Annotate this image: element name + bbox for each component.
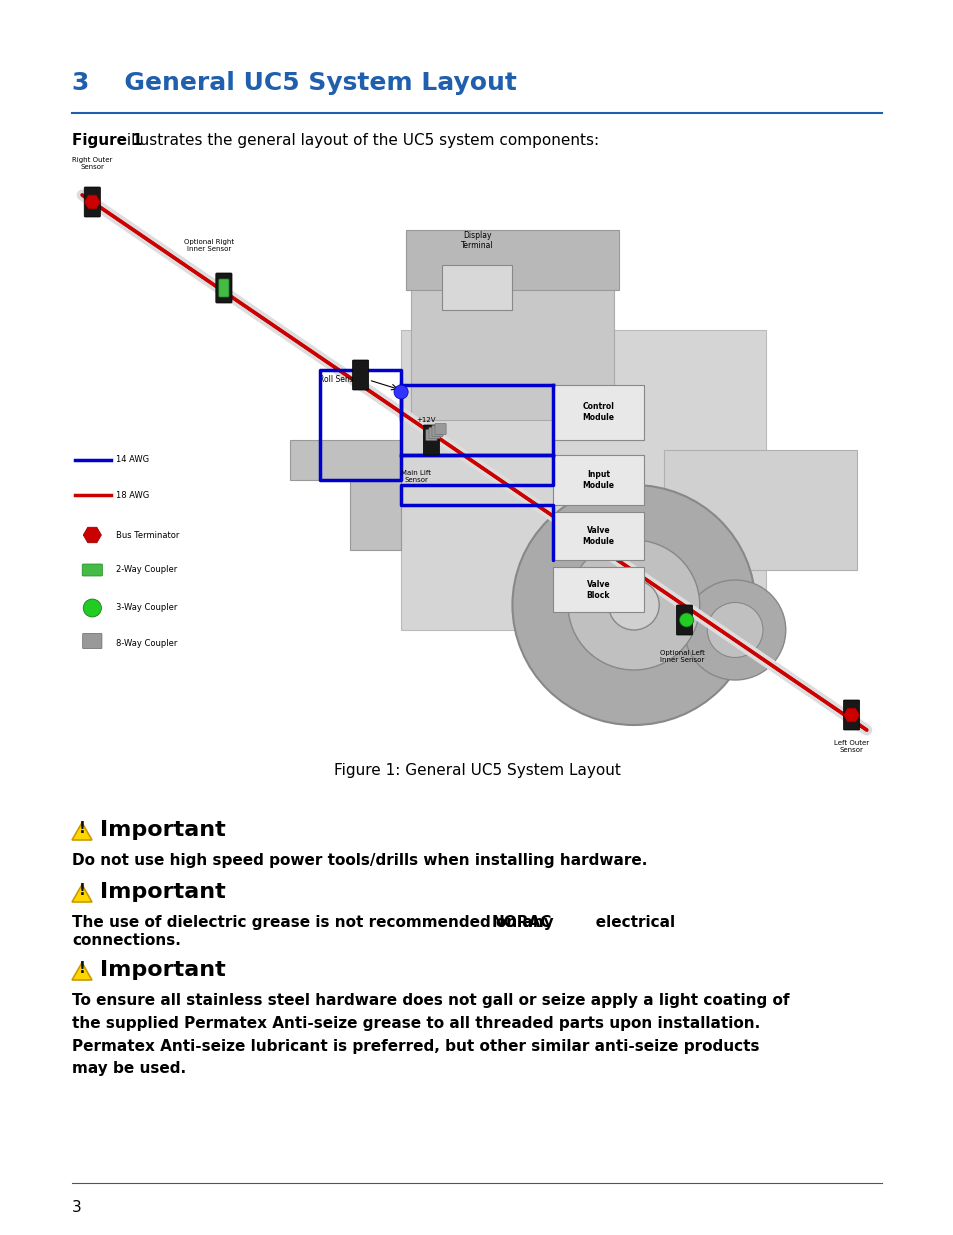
Text: 8-Way Coupler: 8-Way Coupler bbox=[115, 638, 177, 647]
Text: Main Lift
Sensor: Main Lift Sensor bbox=[401, 471, 431, 483]
FancyBboxPatch shape bbox=[553, 567, 643, 613]
Polygon shape bbox=[71, 962, 91, 981]
Ellipse shape bbox=[512, 485, 755, 725]
Polygon shape bbox=[842, 708, 859, 722]
FancyBboxPatch shape bbox=[215, 273, 232, 303]
FancyBboxPatch shape bbox=[553, 513, 643, 559]
Text: 3    General UC5 System Layout: 3 General UC5 System Layout bbox=[71, 70, 517, 95]
Text: Valve
Module: Valve Module bbox=[582, 526, 614, 546]
FancyBboxPatch shape bbox=[432, 426, 442, 436]
FancyBboxPatch shape bbox=[400, 330, 764, 630]
FancyBboxPatch shape bbox=[83, 634, 102, 648]
Text: Do not use high speed power tools/drills when installing hardware.: Do not use high speed power tools/drills… bbox=[71, 853, 647, 868]
FancyBboxPatch shape bbox=[406, 230, 618, 290]
Text: !: ! bbox=[78, 821, 86, 836]
Text: NORAC: NORAC bbox=[492, 915, 552, 930]
FancyBboxPatch shape bbox=[429, 427, 439, 438]
Ellipse shape bbox=[394, 385, 408, 399]
Text: Control
Module: Control Module bbox=[582, 403, 614, 421]
Text: !: ! bbox=[78, 883, 86, 898]
Polygon shape bbox=[290, 440, 400, 550]
Text: 3: 3 bbox=[71, 1200, 82, 1215]
FancyBboxPatch shape bbox=[84, 186, 100, 217]
Text: 3-Way Coupler: 3-Way Coupler bbox=[115, 604, 177, 613]
Text: The use of dielectric grease is not recommended on any        electrical: The use of dielectric grease is not reco… bbox=[71, 915, 675, 930]
Ellipse shape bbox=[679, 613, 693, 627]
FancyBboxPatch shape bbox=[553, 385, 643, 440]
Ellipse shape bbox=[83, 599, 101, 618]
FancyBboxPatch shape bbox=[441, 266, 512, 310]
FancyBboxPatch shape bbox=[218, 279, 229, 296]
Text: Optional Left
Inner Sensor: Optional Left Inner Sensor bbox=[659, 650, 704, 663]
Text: 18 AWG: 18 AWG bbox=[115, 490, 149, 499]
Text: Optional Right
Inner Sensor: Optional Right Inner Sensor bbox=[184, 240, 233, 252]
Text: 2-Way Coupler: 2-Way Coupler bbox=[115, 566, 176, 574]
Text: Roll Sensors: Roll Sensors bbox=[318, 375, 365, 384]
FancyBboxPatch shape bbox=[842, 700, 859, 730]
Polygon shape bbox=[83, 527, 101, 543]
FancyBboxPatch shape bbox=[553, 454, 643, 505]
Ellipse shape bbox=[706, 603, 762, 657]
Text: 14 AWG: 14 AWG bbox=[115, 456, 149, 464]
Text: Valve
Block: Valve Block bbox=[586, 580, 610, 600]
FancyBboxPatch shape bbox=[352, 359, 368, 390]
Text: connections.: connections. bbox=[71, 932, 181, 948]
Text: +12V: +12V bbox=[416, 417, 436, 424]
Text: !: ! bbox=[78, 961, 86, 976]
Ellipse shape bbox=[684, 580, 785, 680]
Text: Important: Important bbox=[100, 960, 226, 981]
FancyBboxPatch shape bbox=[435, 424, 446, 435]
FancyBboxPatch shape bbox=[425, 430, 436, 441]
Text: Right Outer
Sensor: Right Outer Sensor bbox=[72, 157, 112, 170]
Ellipse shape bbox=[608, 580, 659, 630]
Text: Display
Terminal: Display Terminal bbox=[460, 231, 493, 249]
Text: Important: Important bbox=[100, 820, 226, 840]
Polygon shape bbox=[71, 823, 91, 840]
Text: Input
Module: Input Module bbox=[582, 471, 614, 490]
Polygon shape bbox=[84, 195, 100, 209]
FancyBboxPatch shape bbox=[82, 564, 102, 576]
FancyBboxPatch shape bbox=[676, 605, 692, 635]
Polygon shape bbox=[71, 884, 91, 902]
Text: Figure 1: General UC5 System Layout: Figure 1: General UC5 System Layout bbox=[334, 763, 619, 778]
FancyBboxPatch shape bbox=[663, 450, 856, 571]
Text: Left Outer
Sensor: Left Outer Sensor bbox=[833, 740, 868, 753]
Text: illustrates the general layout of the UC5 system components:: illustrates the general layout of the UC… bbox=[122, 133, 598, 148]
FancyBboxPatch shape bbox=[411, 280, 613, 420]
Text: Important: Important bbox=[100, 882, 226, 902]
Ellipse shape bbox=[568, 540, 699, 671]
Text: Bus Terminator: Bus Terminator bbox=[115, 531, 179, 540]
Text: To ensure all stainless steel hardware does not gall or seize apply a light coat: To ensure all stainless steel hardware d… bbox=[71, 993, 789, 1077]
Text: Figure 1: Figure 1 bbox=[71, 133, 143, 148]
FancyBboxPatch shape bbox=[423, 425, 439, 454]
